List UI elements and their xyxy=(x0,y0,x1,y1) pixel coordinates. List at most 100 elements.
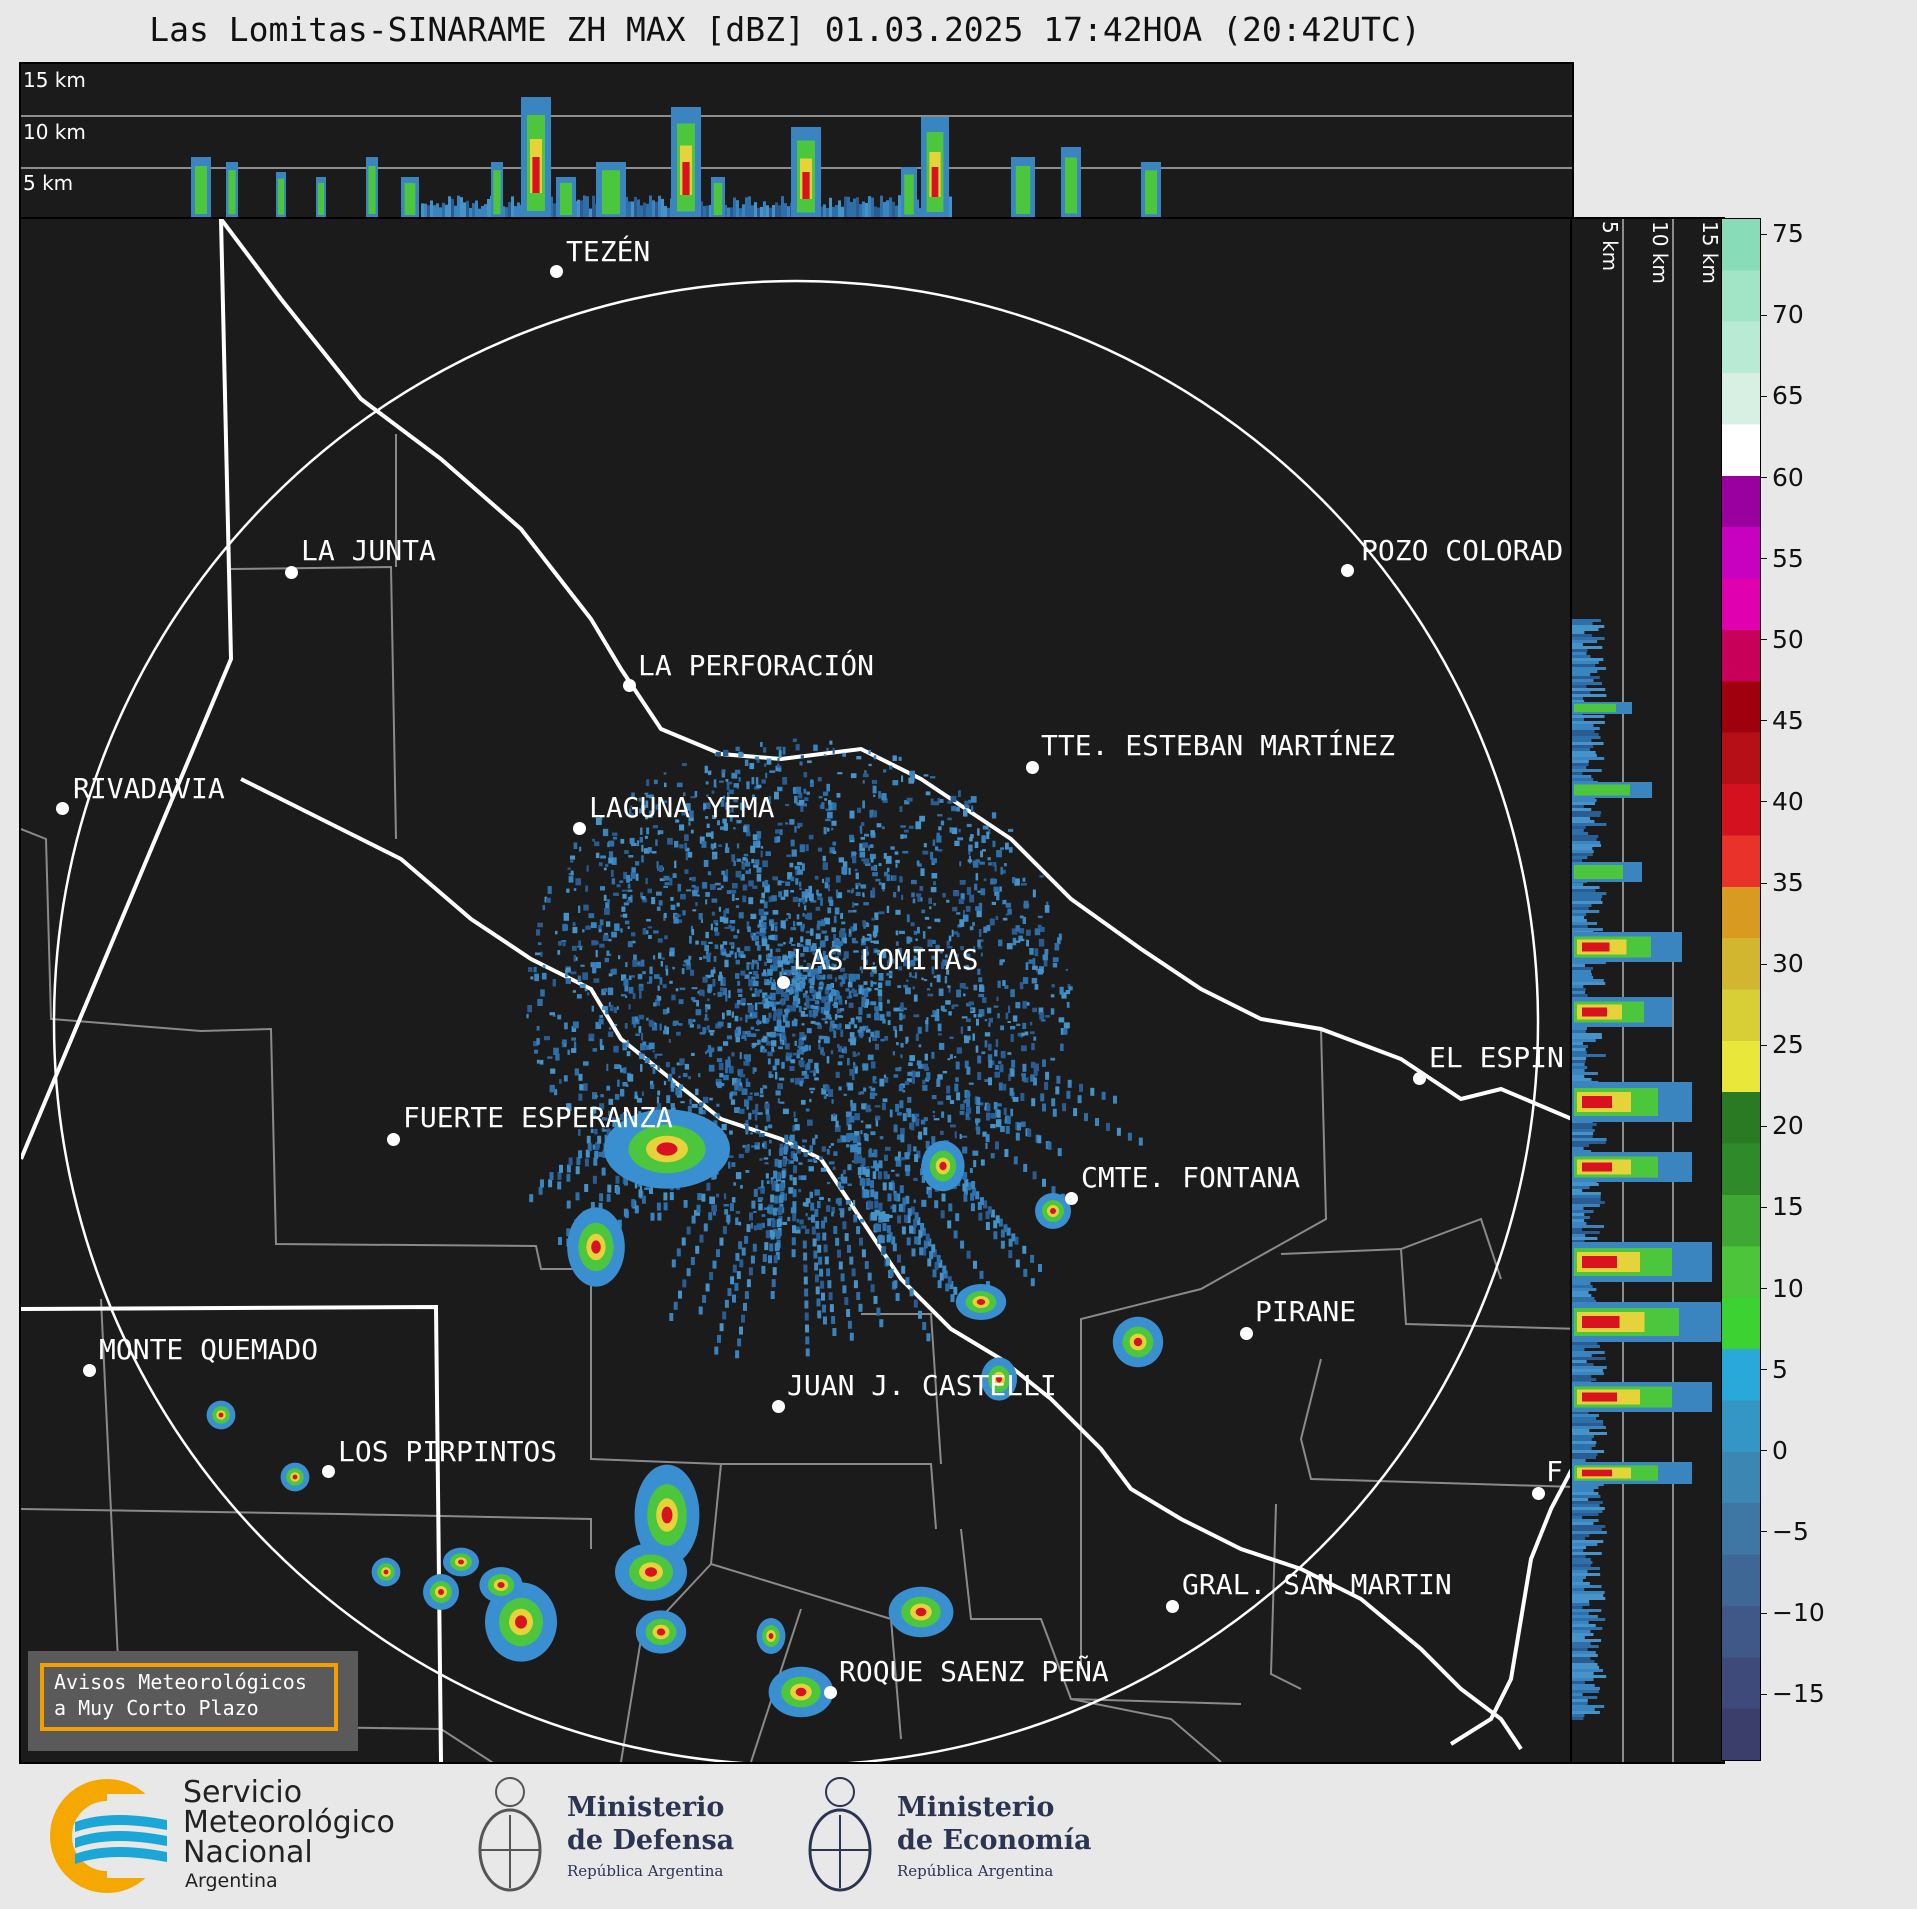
echo-row xyxy=(1572,667,1607,670)
echo-pixel xyxy=(731,943,734,947)
echo-pixel xyxy=(537,998,543,1006)
echo-row xyxy=(1572,724,1594,727)
echo-pixel xyxy=(627,889,633,892)
echo-pixel xyxy=(966,1090,971,1099)
warning-link[interactable]: Avisos Meteorológicos a Muy Corto Plazo xyxy=(40,1663,338,1731)
echo-pixel xyxy=(711,1204,717,1212)
echo-pixel xyxy=(1029,948,1034,955)
echo-pixel xyxy=(785,803,790,807)
echo-pixel xyxy=(723,1074,729,1081)
echo-column-mid xyxy=(1145,170,1157,215)
storm-cell-peak xyxy=(438,1589,444,1595)
echo-pixel xyxy=(861,967,863,974)
echo-pixel xyxy=(775,987,782,995)
echo-pixel xyxy=(735,1350,740,1359)
echo-pixel xyxy=(761,779,766,784)
echo-pixel xyxy=(744,861,751,867)
echo-pixel xyxy=(782,991,787,998)
echo-pixel xyxy=(831,1099,834,1104)
echo-pixel xyxy=(1025,962,1029,970)
echo-pixel xyxy=(782,777,788,785)
echo-pixel xyxy=(772,979,776,984)
echo-pixel xyxy=(1084,1113,1088,1122)
echo-pixel xyxy=(818,947,821,956)
echo-pixel xyxy=(987,1054,993,1062)
echo-pixel xyxy=(642,971,646,975)
echo-pixel xyxy=(791,1237,796,1246)
echo-pixel xyxy=(735,905,740,908)
echo-row xyxy=(1572,1714,1585,1717)
echo-pixel xyxy=(916,1060,922,1066)
echo-pixel xyxy=(839,1008,845,1012)
echo-pixel xyxy=(608,1110,612,1116)
echo-pixel xyxy=(934,1015,940,1022)
echo-pixel xyxy=(901,1226,906,1235)
echo-pixel xyxy=(893,1192,898,1201)
echo-pixel xyxy=(977,968,981,975)
echo-pixel xyxy=(892,958,895,964)
echo-pixel xyxy=(938,799,944,803)
echo-pixel xyxy=(748,978,754,987)
echo-pixel xyxy=(1030,1254,1035,1263)
echo-pixel xyxy=(804,905,807,911)
echo-pixel xyxy=(602,1006,608,1011)
echo-pixel xyxy=(724,959,729,968)
radar-map[interactable]: TEZÉN LA JUNTA POZO COLORAD LA PERFORACI… xyxy=(19,217,1574,1764)
echo-row xyxy=(1572,1348,1585,1351)
echo-pixel xyxy=(990,1209,995,1218)
echo-column xyxy=(589,208,592,217)
echo-pixel xyxy=(729,920,736,924)
echo-pixel xyxy=(956,953,959,958)
echo-pixel xyxy=(865,1104,871,1113)
echo-pixel xyxy=(682,1073,688,1078)
echo-pixel xyxy=(774,1026,778,1032)
echo-column xyxy=(505,207,508,217)
echo-pixel xyxy=(860,1091,865,1095)
warning-box[interactable]: Avisos Meteorológicos a Muy Corto Plazo xyxy=(28,1651,358,1751)
echo-column xyxy=(577,199,580,217)
echo-column xyxy=(763,201,766,217)
echo-pixel xyxy=(1051,1186,1056,1195)
echo-pixel xyxy=(562,942,566,947)
echo-pixel xyxy=(859,851,866,858)
echo-pixel xyxy=(711,831,714,839)
echo-pixel xyxy=(708,941,713,944)
echo-row xyxy=(1572,1633,1594,1636)
echo-pixel xyxy=(750,1132,753,1135)
echo-pixel xyxy=(843,1046,847,1054)
echo-row xyxy=(1572,658,1604,661)
echo-pixel xyxy=(795,870,798,876)
echo-column xyxy=(625,196,628,217)
echo-pixel xyxy=(802,992,808,998)
echo-pixel xyxy=(645,794,650,798)
echo-pixel xyxy=(794,1124,800,1131)
echo-pixel xyxy=(898,966,903,971)
echo-pixel xyxy=(770,986,776,990)
echo-pixel xyxy=(789,1174,793,1181)
top-15km-label: 15 km xyxy=(23,68,86,92)
echo-pixel xyxy=(883,769,887,773)
echo-pixel xyxy=(807,1217,813,1221)
echo-row xyxy=(1572,1693,1583,1696)
echo-pixel xyxy=(904,1080,910,1085)
echo-pixel xyxy=(842,958,846,961)
echo-pixel xyxy=(592,1092,598,1100)
echo-pixel xyxy=(1047,1141,1052,1150)
echo-pixel xyxy=(788,951,792,959)
echo-pixel xyxy=(745,1014,748,1023)
echo-row-peak xyxy=(1582,1316,1620,1328)
echo-pixel xyxy=(588,913,595,919)
echo-pixel xyxy=(770,948,773,956)
echo-pixel xyxy=(611,857,617,865)
smn-line-1: Servicio xyxy=(183,1775,303,1810)
echo-pixel xyxy=(911,1226,916,1234)
echo-pixel xyxy=(608,851,614,858)
city-dot xyxy=(322,1465,335,1478)
echo-pixel xyxy=(565,969,568,978)
echo-pixel xyxy=(876,823,882,828)
echo-pixel xyxy=(759,899,765,904)
echo-pixel xyxy=(982,1131,987,1137)
echo-pixel xyxy=(983,878,987,882)
echo-pixel xyxy=(774,1195,779,1204)
echo-pixel xyxy=(723,749,729,756)
